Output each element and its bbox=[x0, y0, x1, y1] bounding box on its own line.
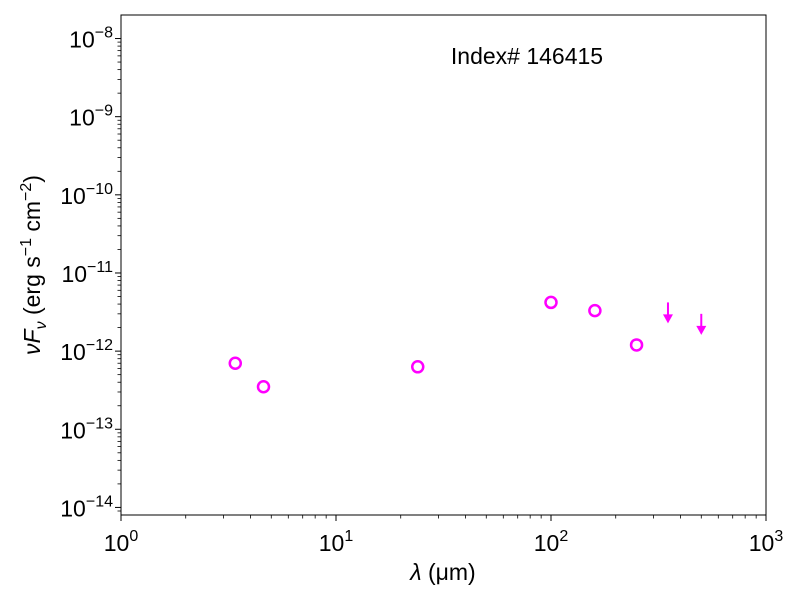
detection-point bbox=[228, 356, 243, 370]
detection-point bbox=[410, 360, 425, 374]
y-tick-label: 10−14 bbox=[60, 493, 113, 521]
detection-point bbox=[588, 303, 602, 318]
x-tick-label: 103 bbox=[749, 528, 784, 556]
x-tick-label: 100 bbox=[104, 528, 139, 556]
y-tick-label: 10−11 bbox=[61, 259, 113, 287]
major-ticks bbox=[115, 38, 767, 521]
y-axis-label: νFν (erg s−1 cm−2) bbox=[18, 175, 50, 355]
upper-limit-arrow bbox=[662, 302, 673, 324]
minor-ticks bbox=[117, 41, 757, 519]
detection-point bbox=[544, 295, 558, 310]
upper-limit-head bbox=[696, 325, 707, 335]
plot-area bbox=[120, 14, 767, 516]
y-tick-label: 10−8 bbox=[69, 25, 113, 53]
x-tick-label: 101 bbox=[319, 528, 354, 556]
y-tick-label: 10−12 bbox=[60, 337, 113, 365]
x-axis-label: λ (μm) bbox=[408, 559, 475, 585]
detection-point bbox=[629, 338, 644, 352]
x-tick-labels: 100 101 102 103 bbox=[104, 528, 784, 556]
upper-limit-arrow bbox=[696, 313, 707, 335]
annotation-label: Index# 146415 bbox=[451, 43, 603, 69]
upper-limit-head bbox=[662, 314, 673, 324]
detection-point bbox=[256, 380, 271, 394]
y-tick-label: 10−9 bbox=[69, 103, 113, 131]
y-tick-label: 10−13 bbox=[60, 415, 113, 443]
y-tick-label: 10−10 bbox=[60, 181, 113, 209]
x-tick-label: 102 bbox=[534, 528, 569, 556]
data-markers bbox=[228, 295, 707, 394]
y-tick-labels: 10−14 10−13 10−12 10−11 10−10 10−9 10−8 bbox=[60, 25, 113, 522]
